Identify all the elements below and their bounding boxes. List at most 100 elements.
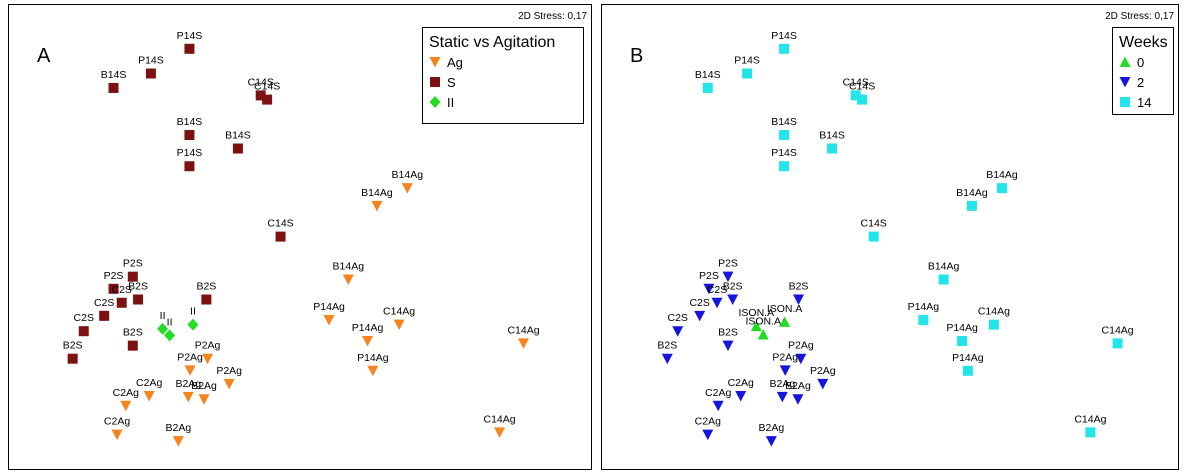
point-marker	[779, 365, 791, 376]
point-label: B2Ag	[166, 422, 192, 434]
point-label: ISON.A	[767, 303, 803, 315]
point-label: C14S	[254, 81, 280, 93]
nmds-plot-panel-b: B 2D Stress: 0,17 P14S P14S B14S C14S C14S B14S…	[601, 4, 1179, 470]
point-marker	[145, 68, 156, 79]
point-marker	[1085, 427, 1096, 438]
point-label: B2S	[196, 281, 216, 293]
point-marker	[187, 318, 199, 331]
point-marker	[694, 310, 706, 322]
point-label: B14Ag	[361, 187, 393, 199]
point-label: B2S	[63, 340, 83, 352]
point-label: B14Ag	[333, 260, 365, 272]
data-point: C14S	[254, 81, 280, 105]
legend-entry: 2	[1119, 72, 1167, 92]
data-point: C2Ag	[695, 416, 721, 441]
data-point: P2Ag	[788, 340, 814, 365]
point-label: B14Ag	[986, 169, 1018, 181]
point-marker	[702, 82, 713, 93]
point-label: P2S	[123, 258, 143, 270]
data-point: C2Ag	[104, 416, 130, 441]
data-point: B2S	[196, 281, 216, 305]
point-label: B14S	[819, 130, 845, 142]
point-marker	[184, 365, 196, 376]
point-label: B14S	[177, 116, 203, 128]
data-point: ISON.A	[767, 303, 803, 327]
point-label: B2S	[657, 340, 677, 352]
data-point: C2S	[74, 312, 94, 337]
point-label: P14S	[734, 55, 760, 67]
point-label: B14S	[101, 69, 127, 81]
point-label: B14Ag	[928, 260, 960, 272]
data-point: P14Ag	[313, 301, 345, 326]
legend-label: II	[447, 94, 455, 110]
data-point: P2Ag	[177, 351, 203, 376]
data-point: B2Ag	[166, 422, 192, 447]
point-label: C14Ag	[383, 306, 415, 318]
data-point: P14Ag	[908, 301, 940, 326]
point-marker	[711, 297, 723, 309]
legend-symbol	[430, 77, 440, 87]
legend-symbol	[1120, 97, 1130, 107]
data-point: C2S	[94, 297, 114, 321]
point-label: II	[167, 316, 173, 328]
point-marker	[779, 316, 791, 327]
point-label: C14S	[861, 218, 887, 230]
point-marker	[918, 315, 929, 326]
data-point: P2S	[123, 258, 143, 282]
point-marker	[182, 391, 194, 403]
data-point: P2S	[718, 258, 738, 283]
legend-label: Ag	[447, 54, 463, 70]
point-label: B14S	[225, 130, 251, 142]
point-marker	[938, 274, 949, 285]
point-marker	[957, 335, 968, 346]
point-label: C2S	[74, 312, 94, 324]
data-point: C14Ag	[383, 306, 415, 331]
point-label: C14Ag	[1074, 413, 1106, 425]
data-point: P2Ag	[772, 351, 798, 376]
point-marker	[401, 183, 413, 194]
data-point: B2Ag	[191, 380, 217, 405]
data-point: B14S	[101, 69, 127, 93]
data-point: B14Ag	[361, 187, 393, 212]
data-point: C14Ag	[484, 413, 516, 438]
data-point: C2Ag	[728, 377, 754, 402]
point-label: C14S	[267, 218, 293, 230]
point-marker	[776, 391, 788, 403]
point-label: P14Ag	[908, 301, 940, 313]
data-point: P2S	[699, 270, 719, 295]
point-marker	[116, 297, 127, 308]
point-marker	[342, 274, 354, 285]
point-label: C14Ag	[1102, 324, 1134, 336]
point-label: P14Ag	[952, 352, 984, 364]
point-label: C14Ag	[484, 413, 516, 425]
data-point: C14S	[248, 76, 274, 101]
data-point: B14Ag	[956, 187, 988, 211]
data-point: P2Ag	[810, 365, 836, 390]
legend-title-a: Static vs Agitation	[429, 34, 556, 51]
point-marker	[795, 353, 807, 365]
data-point: C14Ag	[978, 306, 1010, 330]
data-point: P14S	[771, 30, 797, 54]
point-label: C14S	[248, 76, 274, 88]
data-point: B14Ag	[333, 260, 365, 285]
data-point: B14S	[695, 69, 721, 93]
point-label: P2Ag	[810, 365, 836, 377]
data-point: C2S	[111, 284, 132, 308]
point-marker	[223, 378, 235, 390]
point-marker	[494, 427, 506, 438]
data-point: B14S	[225, 130, 251, 154]
data-point: C14S	[861, 218, 887, 242]
data-point: C2Ag	[113, 387, 139, 412]
stress-label: 2D Stress: 0,17	[518, 11, 587, 22]
point-label: P14S	[138, 55, 164, 67]
point-label: C2Ag	[136, 377, 162, 389]
point-marker	[143, 390, 155, 402]
data-point: ISON.A	[739, 307, 774, 332]
point-label: P14Ag	[946, 322, 978, 334]
data-point: P2Ag	[216, 365, 242, 390]
point-label: B2S	[128, 281, 148, 293]
point-label: C2S	[689, 297, 709, 309]
legend-symbol	[429, 96, 441, 108]
point-marker	[67, 353, 78, 364]
point-label: P14Ag	[313, 301, 345, 313]
